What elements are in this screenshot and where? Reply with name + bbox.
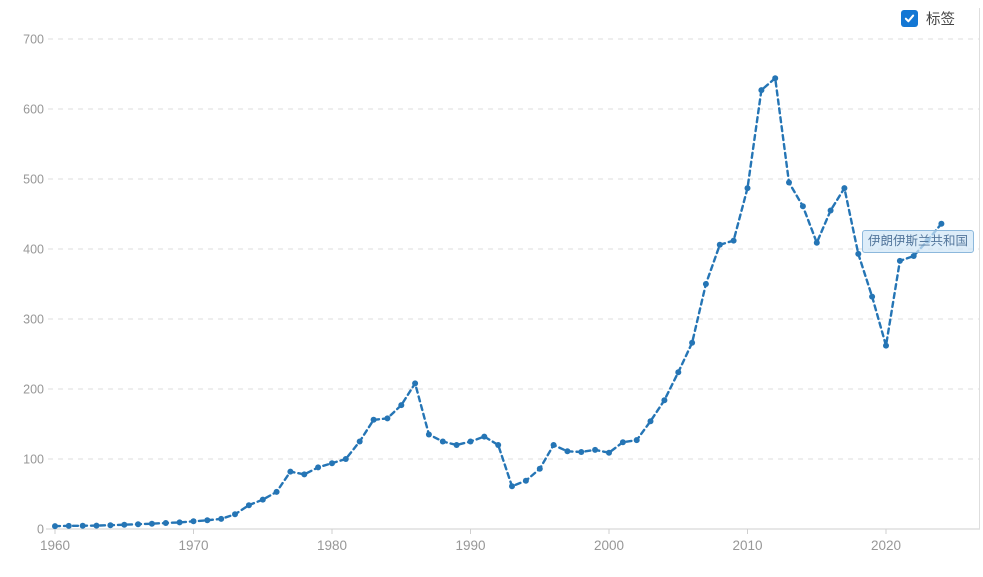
data-point[interactable] <box>107 522 114 529</box>
data-point[interactable] <box>384 415 391 422</box>
data-point[interactable] <box>52 523 58 530</box>
data-point[interactable] <box>481 433 488 440</box>
data-point[interactable] <box>633 437 640 444</box>
data-point[interactable] <box>287 468 294 475</box>
data-point[interactable] <box>647 418 654 425</box>
data-point[interactable] <box>758 87 765 94</box>
y-axis-label: 200 <box>23 383 44 397</box>
data-point[interactable] <box>65 522 72 529</box>
x-axis-label: 2000 <box>594 538 624 553</box>
x-axis-label: 1960 <box>40 538 70 553</box>
data-point[interactable] <box>592 446 599 453</box>
y-axis-label: 500 <box>23 173 44 187</box>
check-icon <box>904 14 915 23</box>
data-point[interactable] <box>869 293 876 300</box>
data-point[interactable] <box>121 521 128 528</box>
y-axis-label: 300 <box>23 313 44 327</box>
data-point[interactable] <box>536 465 543 472</box>
data-point[interactable] <box>204 517 211 524</box>
data-point[interactable] <box>425 431 432 438</box>
data-point[interactable] <box>370 416 377 423</box>
data-point[interactable] <box>702 281 709 287</box>
data-point[interactable] <box>799 203 806 210</box>
series-line <box>53 76 943 528</box>
data-point[interactable] <box>148 520 155 527</box>
labels-toggle-label: 标签 <box>926 12 955 28</box>
data-point[interactable] <box>342 456 349 462</box>
data-point[interactable] <box>79 522 86 529</box>
data-point[interactable] <box>453 442 460 448</box>
data-point[interactable] <box>176 519 183 526</box>
data-point[interactable] <box>509 483 515 490</box>
data-point[interactable] <box>412 380 419 387</box>
data-point[interactable] <box>910 253 917 259</box>
series-label-tooltip: 伊朗伊斯兰共和国 <box>862 230 975 253</box>
data-point[interactable] <box>841 185 848 192</box>
data-point[interactable] <box>564 448 571 455</box>
checkbox-checked-icon[interactable] <box>901 10 918 27</box>
data-point[interactable] <box>315 464 322 471</box>
data-point[interactable] <box>162 520 169 526</box>
data-point[interactable] <box>218 515 225 522</box>
data-point[interactable] <box>730 237 737 244</box>
x-axis-label: 1970 <box>178 538 208 553</box>
data-point[interactable] <box>675 369 682 376</box>
data-point[interactable] <box>467 438 474 445</box>
data-point[interactable] <box>245 502 252 509</box>
y-axis-label: 400 <box>23 243 44 257</box>
data-point[interactable] <box>744 185 751 192</box>
y-axis-label: 0 <box>37 523 44 537</box>
data-point[interactable] <box>716 241 723 248</box>
data-point[interactable] <box>661 397 668 404</box>
data-point[interactable] <box>135 521 142 528</box>
data-point[interactable] <box>93 522 100 529</box>
data-point[interactable] <box>273 488 280 495</box>
labels-toggle[interactable]: 标签 <box>901 8 955 29</box>
data-point[interactable] <box>938 220 945 227</box>
data-point[interactable] <box>495 442 502 448</box>
x-axis-label: 2010 <box>732 538 762 553</box>
data-point[interactable] <box>786 179 792 186</box>
data-point[interactable] <box>883 342 889 349</box>
data-point[interactable] <box>439 438 446 445</box>
data-point[interactable] <box>190 518 197 525</box>
data-point[interactable] <box>772 75 779 82</box>
y-axis-label: 700 <box>23 33 44 47</box>
data-point[interactable] <box>689 339 696 346</box>
data-point[interactable] <box>855 250 862 257</box>
data-point[interactable] <box>606 449 612 456</box>
data-point[interactable] <box>522 477 529 484</box>
data-point[interactable] <box>813 239 820 246</box>
data-point[interactable] <box>619 439 626 446</box>
data-point[interactable] <box>232 511 238 518</box>
y-axis-label: 600 <box>23 103 44 117</box>
data-point[interactable] <box>827 207 834 214</box>
x-axis-label: 1980 <box>317 538 347 553</box>
y-axis-label: 100 <box>23 453 44 467</box>
data-point[interactable] <box>896 257 903 264</box>
data-point[interactable] <box>329 460 335 467</box>
data-point[interactable] <box>550 442 557 448</box>
data-point[interactable] <box>301 471 308 478</box>
x-axis-label: 1990 <box>455 538 485 553</box>
data-point[interactable] <box>578 449 585 455</box>
x-axis-label: 2020 <box>871 538 901 553</box>
data-point[interactable] <box>259 496 266 503</box>
data-point[interactable] <box>356 438 363 445</box>
data-point[interactable] <box>398 402 405 409</box>
